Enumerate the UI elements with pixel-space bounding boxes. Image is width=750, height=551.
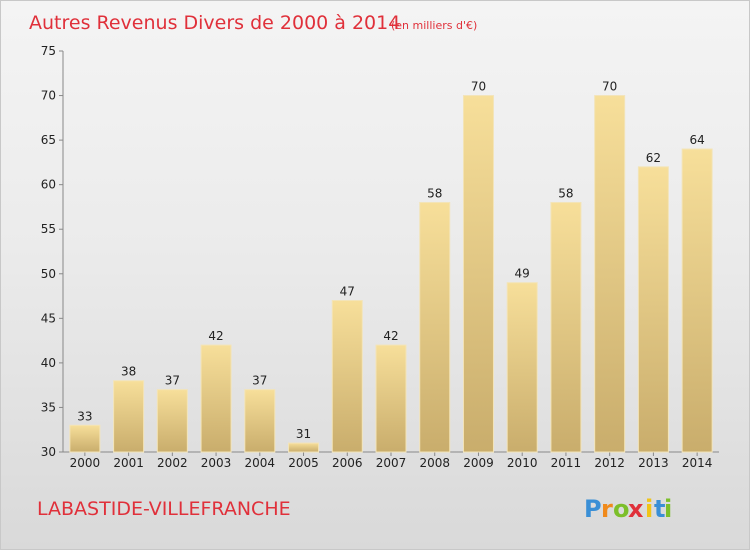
logo-letter: P [584, 495, 602, 523]
y-tick-label: 65 [41, 133, 56, 147]
x-tick-label: 2014 [682, 456, 713, 470]
x-tick-label: 2010 [507, 456, 538, 470]
bar [375, 344, 407, 453]
logo-letter: x [628, 495, 644, 523]
logo-letter: i [664, 495, 672, 523]
x-tick-label: 2006 [332, 456, 363, 470]
bar [288, 442, 320, 453]
data-label: 38 [121, 365, 136, 379]
bar [156, 389, 188, 453]
x-tick-label: 2013 [638, 456, 669, 470]
logo-letter: i [645, 495, 653, 523]
bar [550, 201, 582, 453]
data-label: 58 [427, 186, 442, 200]
chart-title: Autres Revenus Divers de 2000 à 2014 [29, 12, 400, 34]
bar-layer: 33 38 37 42 37 31 47 42 58 70 49 58 70 62 64 [69, 80, 713, 453]
bar [244, 389, 276, 453]
data-label: 70 [471, 80, 486, 94]
y-tick-label: 55 [41, 222, 56, 236]
data-label: 33 [77, 409, 92, 423]
bar [113, 380, 145, 453]
data-label: 31 [296, 427, 311, 441]
bar [331, 300, 363, 453]
bar [594, 95, 626, 453]
data-label: 37 [165, 374, 180, 388]
x-tick-label: 2008 [419, 456, 450, 470]
bar [637, 166, 669, 453]
bar [69, 424, 101, 453]
y-tick-label: 50 [41, 267, 56, 281]
y-tick-label: 30 [41, 445, 56, 459]
place-label: LABASTIDE-VILLEFRANCHE [37, 498, 291, 520]
x-tick-label: 2003 [201, 456, 232, 470]
logo-letter: t [654, 495, 665, 523]
x-tick-label: 2005 [288, 456, 319, 470]
bar [462, 95, 494, 453]
bar [681, 148, 713, 453]
data-label: 62 [646, 151, 661, 165]
bar [200, 344, 232, 453]
logo-letter: r [601, 495, 613, 523]
chart-subtitle: (en milliers d'€) [391, 19, 477, 32]
bar [506, 282, 538, 453]
x-tick-label: 2002 [157, 456, 188, 470]
data-label: 58 [558, 186, 573, 200]
data-label: 49 [515, 267, 530, 281]
data-label: 70 [602, 80, 617, 94]
data-label: 37 [252, 374, 267, 388]
x-tick-label: 2009 [463, 456, 494, 470]
y-tick-label: 75 [41, 44, 56, 58]
data-label: 47 [340, 285, 355, 299]
x-tick-label: 2000 [70, 456, 101, 470]
x-tick-label: 2011 [551, 456, 582, 470]
data-label: 64 [689, 133, 704, 147]
logo-letter: o [613, 495, 630, 523]
y-tick-label: 40 [41, 356, 56, 370]
x-tick-label: 2007 [376, 456, 407, 470]
axis-layer: 30 35 40 45 50 55 60 65 70 75 2000 2001 2002 2003 2004… [41, 44, 719, 470]
x-tick-label: 2012 [594, 456, 625, 470]
data-label: 42 [208, 329, 223, 343]
y-tick-label: 70 [41, 89, 56, 103]
y-tick-label: 60 [41, 178, 56, 192]
data-label: 42 [383, 329, 398, 343]
y-tick-label: 45 [41, 311, 56, 325]
x-tick-label: 2004 [245, 456, 276, 470]
bar [419, 201, 451, 453]
x-tick-label: 2001 [113, 456, 144, 470]
y-tick-label: 35 [41, 400, 56, 414]
